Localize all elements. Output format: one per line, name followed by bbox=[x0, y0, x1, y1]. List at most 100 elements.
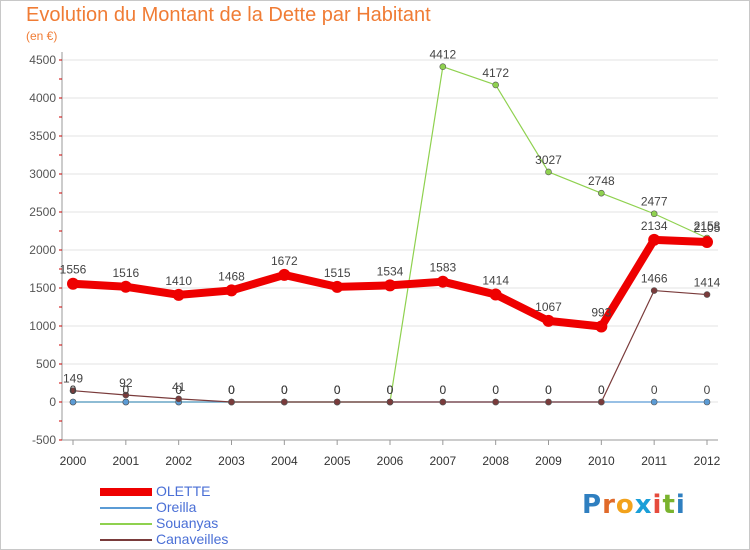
data-point bbox=[175, 395, 182, 403]
data-point bbox=[492, 398, 499, 406]
legend-swatch bbox=[100, 523, 152, 525]
data-label: 0 bbox=[439, 383, 446, 397]
y-tick-label: 500 bbox=[36, 357, 56, 371]
x-tick-label: 2000 bbox=[60, 454, 87, 468]
data-label: 149 bbox=[63, 372, 83, 386]
x-tick-label: 2005 bbox=[324, 454, 351, 468]
data-label: 4172 bbox=[482, 66, 509, 80]
data-point bbox=[703, 291, 711, 298]
data-point bbox=[119, 280, 132, 293]
x-tick-label: 2004 bbox=[271, 454, 298, 468]
data-point bbox=[650, 210, 658, 218]
data-label: 2158 bbox=[694, 219, 721, 233]
y-tick-label: 3000 bbox=[29, 167, 56, 181]
chart-title: Evolution du Montant de la Dette par Hab… bbox=[26, 4, 431, 26]
data-label: 0 bbox=[281, 383, 288, 397]
data-label: 0 bbox=[334, 383, 341, 397]
data-label: 1516 bbox=[112, 266, 139, 280]
data-label: 0 bbox=[387, 383, 394, 397]
x-tick-label: 2010 bbox=[588, 454, 615, 468]
data-point bbox=[542, 314, 555, 327]
data-point bbox=[386, 398, 394, 406]
data-label: 0 bbox=[387, 383, 394, 397]
x-tick-label: 2006 bbox=[377, 454, 404, 468]
data-point bbox=[650, 398, 658, 406]
y-tick-label: 0 bbox=[49, 395, 56, 409]
logo-letter: i bbox=[652, 490, 663, 520]
data-point bbox=[598, 398, 605, 406]
data-label: 1556 bbox=[60, 263, 87, 277]
legend-swatch bbox=[100, 488, 152, 496]
logo-letter: i bbox=[675, 490, 686, 520]
data-label: 1468 bbox=[218, 269, 245, 283]
data-label: 2477 bbox=[641, 195, 668, 209]
data-label: 0 bbox=[439, 383, 446, 397]
data-point bbox=[492, 81, 499, 89]
x-tick-label: 2008 bbox=[482, 454, 509, 468]
logo-letter: t bbox=[662, 490, 676, 520]
data-label: 0 bbox=[228, 383, 235, 397]
data-point bbox=[122, 391, 130, 399]
data-label: 0 bbox=[281, 383, 288, 397]
y-tick-label: 4000 bbox=[29, 91, 56, 105]
data-label: 0 bbox=[704, 383, 711, 397]
data-point bbox=[703, 398, 711, 406]
data-label: 2105 bbox=[694, 221, 721, 235]
data-label: 0 bbox=[545, 383, 552, 397]
data-point bbox=[648, 233, 661, 246]
data-label: 1534 bbox=[377, 264, 404, 278]
data-label: 1410 bbox=[165, 274, 192, 288]
data-point bbox=[598, 189, 605, 197]
legend-label: Souanyas bbox=[156, 515, 219, 531]
data-label: 0 bbox=[598, 383, 605, 397]
data-point bbox=[384, 279, 396, 292]
data-point bbox=[122, 398, 130, 406]
data-label: 0 bbox=[228, 383, 235, 397]
legend-label: OLETTE bbox=[156, 483, 211, 499]
y-tick-label: 2500 bbox=[29, 205, 56, 219]
data-point bbox=[489, 288, 502, 301]
data-label: 4412 bbox=[429, 48, 456, 62]
data-label: 1672 bbox=[271, 254, 298, 268]
data-label: 1583 bbox=[429, 261, 456, 275]
data-label: 0 bbox=[70, 383, 77, 397]
data-point bbox=[701, 236, 713, 249]
y-tick-label: 4500 bbox=[29, 53, 56, 67]
data-label: 3027 bbox=[535, 153, 562, 167]
data-point bbox=[545, 398, 552, 406]
data-label: 41 bbox=[172, 380, 186, 394]
data-point bbox=[439, 63, 447, 70]
data-label: 0 bbox=[281, 383, 288, 397]
data-point bbox=[67, 277, 79, 290]
legend-label: Canaveilles bbox=[156, 531, 229, 547]
x-tick-label: 2007 bbox=[429, 454, 456, 468]
data-point bbox=[172, 288, 185, 301]
data-label: 0 bbox=[175, 383, 182, 397]
x-tick-label: 2001 bbox=[112, 454, 139, 468]
data-label: 1067 bbox=[535, 300, 562, 314]
data-label: 0 bbox=[545, 383, 552, 397]
legend-label: Oreilla bbox=[156, 499, 197, 515]
data-label: 1414 bbox=[482, 274, 509, 288]
data-label: 0 bbox=[334, 383, 341, 397]
x-tick-label: 2011 bbox=[641, 454, 667, 468]
data-label: 0 bbox=[70, 383, 77, 397]
data-label: 1414 bbox=[694, 276, 721, 290]
data-point bbox=[228, 398, 235, 406]
series-line-souanyas bbox=[72, 66, 708, 403]
data-point bbox=[281, 398, 288, 406]
x-tick-label: 2003 bbox=[218, 454, 245, 468]
data-label: 0 bbox=[492, 383, 499, 397]
data-point bbox=[278, 268, 291, 281]
data-point bbox=[69, 398, 77, 406]
data-point bbox=[436, 275, 449, 288]
data-label: 1466 bbox=[641, 272, 668, 286]
data-label: 0 bbox=[122, 383, 129, 397]
y-tick-label: 2000 bbox=[29, 243, 56, 257]
legend-swatch bbox=[100, 507, 152, 509]
y-tick-label: 1500 bbox=[29, 281, 56, 295]
data-label: 2748 bbox=[588, 174, 615, 188]
logo-letter: P bbox=[582, 490, 603, 520]
data-label: 0 bbox=[492, 383, 499, 397]
